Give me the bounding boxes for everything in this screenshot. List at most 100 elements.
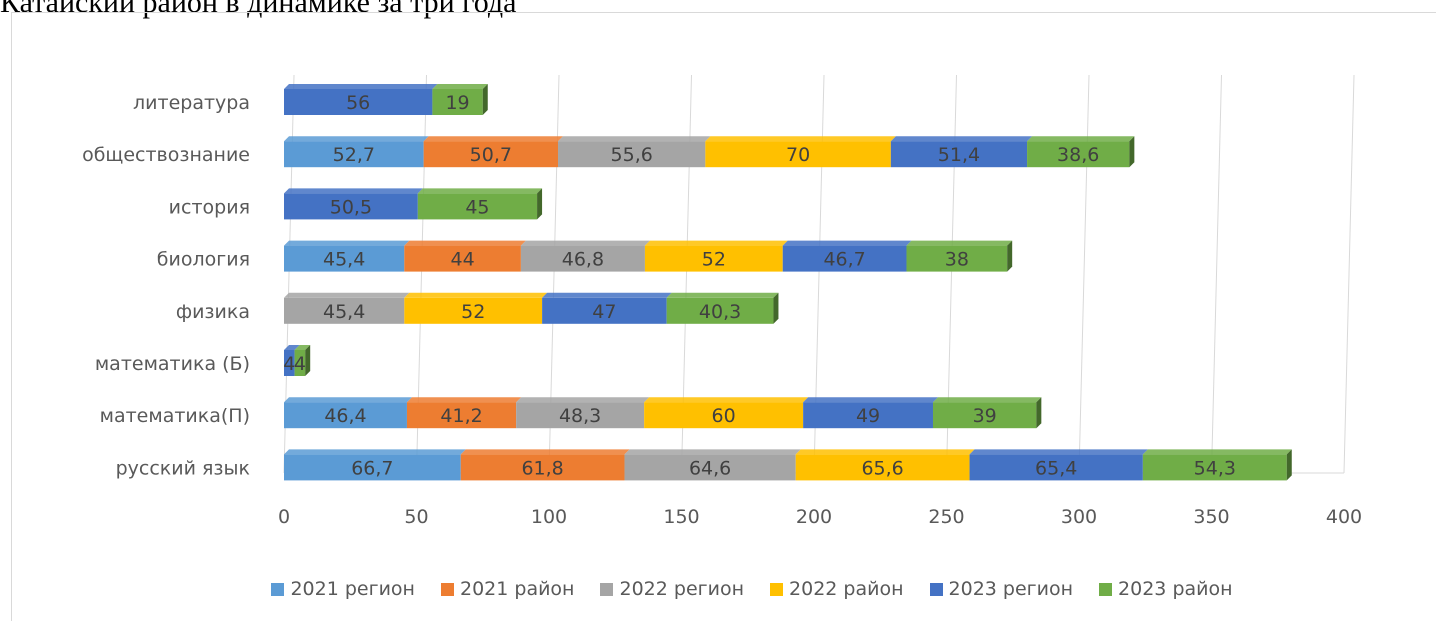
bar-data-label: 50,7 — [470, 144, 512, 166]
chart-plot: 0 50 100 150 200 250 300 350 400 литература 56 19 об… — [82, 74, 1362, 528]
y-category-label: история — [169, 196, 250, 218]
bar-data-label: 70 — [786, 144, 810, 166]
legend-label: 2022 регион — [619, 578, 745, 600]
bar-side-face — [305, 345, 311, 376]
bar-data-label: 60 — [712, 405, 736, 427]
bar-segment — [666, 297, 774, 324]
legend-swatch — [770, 582, 784, 596]
chart-frame: 0 50 100 150 200 250 300 350 400 литература 56 19 об… — [11, 12, 1436, 621]
bar-segment — [284, 350, 295, 376]
x-tick-label: 250 — [928, 506, 964, 528]
y-category-label: математика(П) — [100, 405, 250, 427]
bar-segment — [624, 454, 796, 481]
bar-top-face — [644, 397, 809, 403]
bar-segment — [890, 141, 1028, 168]
legend-item: 2022 район — [770, 578, 904, 600]
x-tick-label: 300 — [1061, 506, 1097, 528]
bar-segment — [284, 245, 405, 272]
bar-segment — [460, 454, 625, 481]
legend-swatch — [271, 582, 285, 596]
bar-top-face — [284, 397, 412, 403]
bar-segment — [969, 454, 1143, 481]
bar-side-face — [1129, 136, 1135, 168]
bar-segment — [294, 350, 306, 376]
bar-side-face — [1007, 240, 1013, 272]
bar-data-label: 51,4 — [938, 144, 980, 166]
gridline — [1343, 74, 1355, 474]
bar-data-label: 54,3 — [1194, 457, 1236, 479]
bar-side-face — [537, 188, 543, 220]
bar-data-label: 39 — [973, 405, 997, 427]
bar-top-face — [624, 449, 801, 455]
bar-side-face — [1036, 397, 1042, 429]
bar-data-label: 41,2 — [440, 405, 482, 427]
bar-data-label: 48,3 — [559, 405, 601, 427]
bar-top-face — [294, 345, 311, 350]
legend-swatch — [1099, 582, 1113, 596]
y-category-label: биология — [157, 249, 250, 271]
bar-data-label: 40,3 — [699, 301, 741, 323]
legend-label: 2021 район — [459, 578, 575, 600]
bar-top-face — [906, 240, 1013, 246]
bar-data-label: 45,4 — [323, 249, 365, 271]
bar-segment — [404, 297, 543, 324]
bar-data-label: 56 — [346, 92, 370, 114]
bar-top-face — [284, 449, 466, 455]
bar-data-label: 38 — [945, 249, 969, 271]
bar-top-face — [417, 188, 543, 194]
legend-swatch — [929, 582, 943, 596]
bar-top-face — [432, 84, 488, 89]
bar-data-label: 50,5 — [330, 196, 372, 218]
y-category-label: русский язык — [116, 457, 250, 479]
legend-label: 2023 регион — [948, 578, 1074, 600]
x-tick-label: 0 — [278, 506, 290, 528]
bar-data-label: 19 — [445, 92, 469, 114]
bar-side-face — [1286, 449, 1292, 481]
bar-top-face — [284, 84, 438, 89]
bar-data-label: 66,7 — [351, 457, 393, 479]
bar-top-face — [558, 136, 711, 142]
bar-segment — [558, 141, 706, 168]
bar-segment — [423, 141, 559, 168]
bar-top-face — [782, 240, 912, 246]
bar-data-label: 61,8 — [521, 457, 563, 479]
bar-segment — [284, 193, 418, 220]
bar-data-label: 52,7 — [333, 144, 375, 166]
bar-data-label: 47 — [592, 301, 616, 323]
bar-data-label: 4 — [283, 353, 295, 375]
bar-data-label: 64,6 — [689, 457, 731, 479]
bar-segment — [520, 245, 645, 272]
bar-top-face — [406, 397, 522, 403]
legend-label: 2021 регион — [290, 578, 415, 600]
bar-segment — [782, 245, 907, 272]
x-tick-label: 400 — [1326, 506, 1362, 528]
bar-data-label: 49 — [856, 405, 880, 427]
bar-side-face — [773, 292, 779, 324]
y-category-label: литература — [133, 92, 250, 114]
x-tick-label: 150 — [663, 506, 699, 528]
legend-label: 2022 район — [789, 578, 904, 600]
bar-segment — [432, 89, 483, 115]
bar-segment — [906, 245, 1008, 272]
bar-segment — [1142, 454, 1287, 481]
bar-top-face — [803, 397, 938, 403]
bar-top-face — [932, 397, 1042, 403]
bar-segment — [516, 402, 645, 429]
bar-segment — [705, 141, 891, 168]
bar-segment — [644, 402, 804, 429]
legend-swatch — [440, 582, 454, 596]
y-category-label: математика (Б) — [95, 353, 250, 375]
bar-segment — [932, 402, 1037, 429]
legend-swatch — [600, 582, 614, 596]
bar-segment — [644, 245, 783, 272]
chart-legend: 2021 регион 2021 район 2022 регион 2022 рай… — [162, 578, 1342, 600]
bar-data-label: 45 — [465, 196, 489, 218]
bar-data-label: 65,6 — [861, 457, 903, 479]
bar-top-face — [542, 292, 672, 298]
bar-top-face — [284, 292, 410, 298]
bar-top-face — [666, 292, 779, 298]
bar-top-face — [404, 240, 526, 246]
bar-segment — [1027, 141, 1130, 168]
legend-item: 2023 регион — [929, 578, 1074, 600]
legend-item: 2022 регион — [600, 578, 744, 600]
